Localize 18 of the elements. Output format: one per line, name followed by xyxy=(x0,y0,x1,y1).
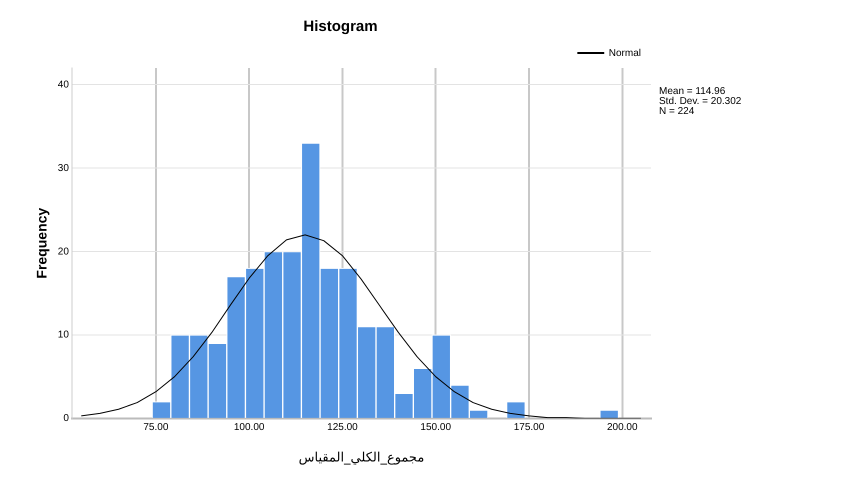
x-tick-label: 125.00 xyxy=(327,422,358,434)
x-tick-label: 200.00 xyxy=(606,422,638,434)
y-tick-label: 0 xyxy=(63,413,70,424)
x-tick-label: 175.00 xyxy=(514,422,545,434)
y-tick-label: 30 xyxy=(58,162,70,174)
x-axis-title: مجموع_الكلي_المقياس xyxy=(298,450,424,466)
y-tick-label: 20 xyxy=(58,246,70,258)
x-tick-label: 150.00 xyxy=(420,422,452,434)
legend-label: Normal xyxy=(608,48,642,59)
y-axis-title: Frequency xyxy=(33,208,50,279)
chart-title: Histogram xyxy=(303,18,378,36)
y-tick-label: 10 xyxy=(58,330,70,341)
y-tick-label: 40 xyxy=(58,79,70,90)
text: Std. Dev. = 20.302 xyxy=(659,96,742,107)
text: Mean = 114.96 xyxy=(659,86,726,97)
x-tick-label: 75.00 xyxy=(143,422,169,434)
text: N = 224 xyxy=(659,106,695,117)
x-tick-label: 100.00 xyxy=(234,422,265,434)
